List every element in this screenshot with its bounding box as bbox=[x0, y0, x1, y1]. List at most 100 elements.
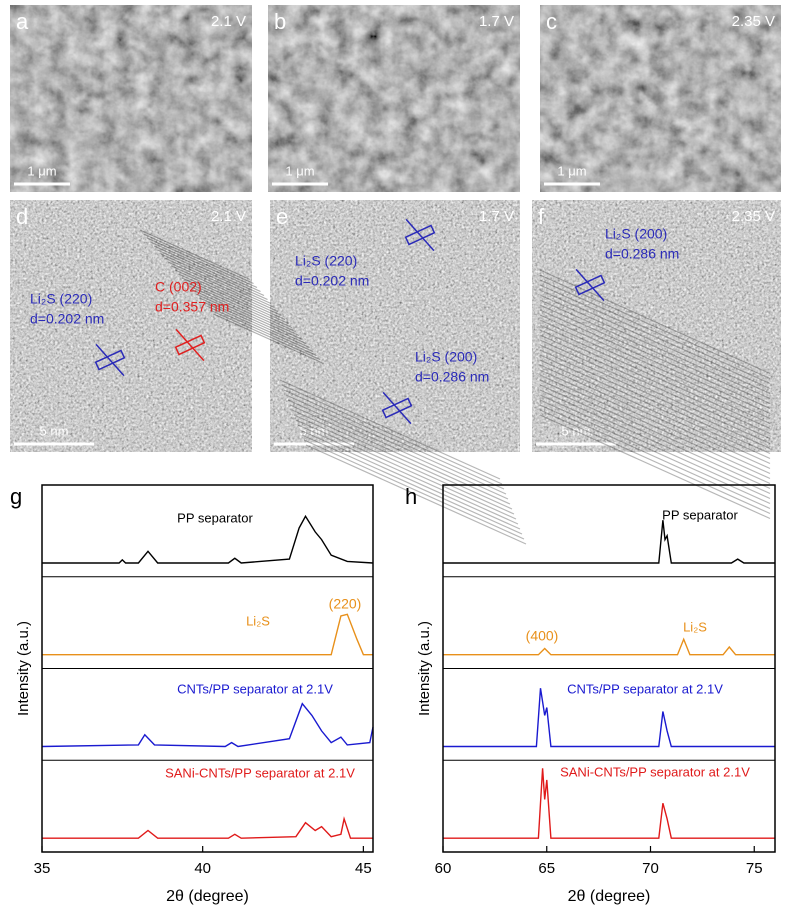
lattice-box bbox=[574, 274, 606, 296]
scale-bar-label: 1 μm bbox=[27, 163, 56, 178]
xrd-line bbox=[42, 816, 373, 839]
lattice-arrow bbox=[405, 218, 435, 252]
series-label: PP separator bbox=[662, 507, 738, 522]
micrograph bbox=[540, 5, 781, 192]
fringe bbox=[287, 399, 509, 500]
fringe bbox=[293, 414, 515, 515]
fringe bbox=[160, 253, 272, 305]
fringe bbox=[185, 281, 296, 333]
panel-letter: d bbox=[16, 204, 28, 229]
fringe bbox=[143, 233, 254, 285]
xrd-line bbox=[443, 688, 775, 748]
fringe bbox=[303, 439, 525, 540]
peak-label: (220) bbox=[329, 596, 362, 612]
fringe bbox=[539, 374, 771, 480]
scale-bar-label: 5 nm bbox=[300, 423, 329, 438]
fringe bbox=[539, 329, 771, 435]
fringe bbox=[539, 304, 771, 410]
voltage-label: 2.35 V bbox=[732, 208, 775, 225]
lattice-box bbox=[381, 397, 413, 419]
d-spacing: d=0.202 nm bbox=[30, 311, 104, 327]
x-axis-label: 2θ (degree) bbox=[568, 888, 651, 905]
fringe bbox=[539, 389, 771, 495]
fringe bbox=[297, 424, 519, 525]
d-spacing: d=0.286 nm bbox=[605, 246, 679, 262]
fringe bbox=[539, 319, 771, 425]
fringe bbox=[157, 249, 268, 301]
series-label: SANi-CNTs/PP separator at 2.1V bbox=[560, 764, 750, 779]
fringe bbox=[209, 309, 321, 361]
scale-bar-label: 5 nm bbox=[562, 423, 591, 438]
fringe bbox=[188, 285, 300, 337]
fringe bbox=[279, 379, 501, 480]
fringe bbox=[174, 269, 286, 321]
lattice-box bbox=[94, 349, 126, 371]
fringe bbox=[181, 277, 293, 329]
fringe bbox=[539, 339, 771, 445]
lattice-box bbox=[404, 224, 436, 246]
x-tick-label: 35 bbox=[34, 860, 51, 877]
lattice-arrow bbox=[175, 328, 205, 362]
voltage-label: 2.35 V bbox=[732, 13, 775, 30]
xrd-line bbox=[443, 637, 775, 656]
panel-letter: b bbox=[274, 9, 286, 34]
fringe bbox=[285, 394, 507, 495]
phase-label: Li₂S (220) bbox=[295, 253, 357, 269]
d-spacing: d=0.357 nm bbox=[155, 299, 229, 315]
fringe bbox=[301, 434, 523, 535]
panel-letter: a bbox=[16, 9, 29, 34]
fringe bbox=[539, 289, 771, 395]
micrograph bbox=[10, 5, 252, 192]
fringe bbox=[171, 265, 282, 317]
fringe bbox=[150, 241, 261, 293]
x-tick-label: 60 bbox=[435, 860, 452, 877]
fringe bbox=[539, 344, 771, 450]
voltage-label: 2.1 V bbox=[211, 13, 246, 30]
fringe bbox=[539, 324, 771, 430]
fringe bbox=[199, 297, 310, 349]
series-label: Li₂S bbox=[246, 613, 270, 628]
x-tick-label: 65 bbox=[538, 860, 555, 877]
x-tick-label: 75 bbox=[746, 860, 763, 877]
xrd-line bbox=[42, 613, 373, 656]
fringe bbox=[289, 404, 511, 505]
fringe bbox=[539, 314, 771, 420]
x-tick-label: 40 bbox=[194, 860, 211, 877]
series-label: CNTs/PP separator at 2.1V bbox=[567, 681, 723, 696]
x-tick-label: 70 bbox=[642, 860, 659, 877]
micrograph bbox=[10, 200, 252, 452]
fringe bbox=[295, 419, 517, 520]
micrograph bbox=[270, 200, 520, 452]
fringe bbox=[206, 305, 317, 357]
fringe bbox=[539, 369, 771, 475]
y-axis-label: Intensity (a.u.) bbox=[416, 621, 433, 716]
y-axis-label: Intensity (a.u.) bbox=[15, 621, 32, 716]
fringe bbox=[539, 384, 771, 490]
panel-letter: h bbox=[405, 484, 417, 509]
panel-letter: f bbox=[538, 204, 545, 229]
panel-letter: e bbox=[276, 204, 288, 229]
series-label: Li₂S bbox=[683, 619, 707, 634]
xrd-line bbox=[42, 514, 374, 564]
d-spacing: d=0.202 nm bbox=[295, 273, 369, 289]
series-label: CNTs/PP separator at 2.1V bbox=[177, 681, 333, 696]
fringe bbox=[539, 294, 771, 400]
fringe bbox=[202, 301, 314, 353]
fringe bbox=[153, 245, 265, 297]
fringe bbox=[539, 309, 771, 415]
micrograph bbox=[268, 5, 520, 192]
panel-letter: g bbox=[10, 484, 22, 509]
fringe bbox=[291, 409, 513, 510]
fringe bbox=[146, 237, 258, 289]
fringe bbox=[539, 409, 771, 515]
fringe bbox=[539, 269, 771, 375]
x-axis-label: 2θ (degree) bbox=[166, 888, 249, 905]
fringe bbox=[195, 293, 307, 345]
fringe bbox=[539, 299, 771, 405]
fringe bbox=[539, 354, 771, 460]
fringe bbox=[305, 444, 527, 545]
fringe bbox=[539, 399, 771, 505]
xrd-line bbox=[443, 768, 775, 839]
fringe bbox=[178, 273, 289, 325]
